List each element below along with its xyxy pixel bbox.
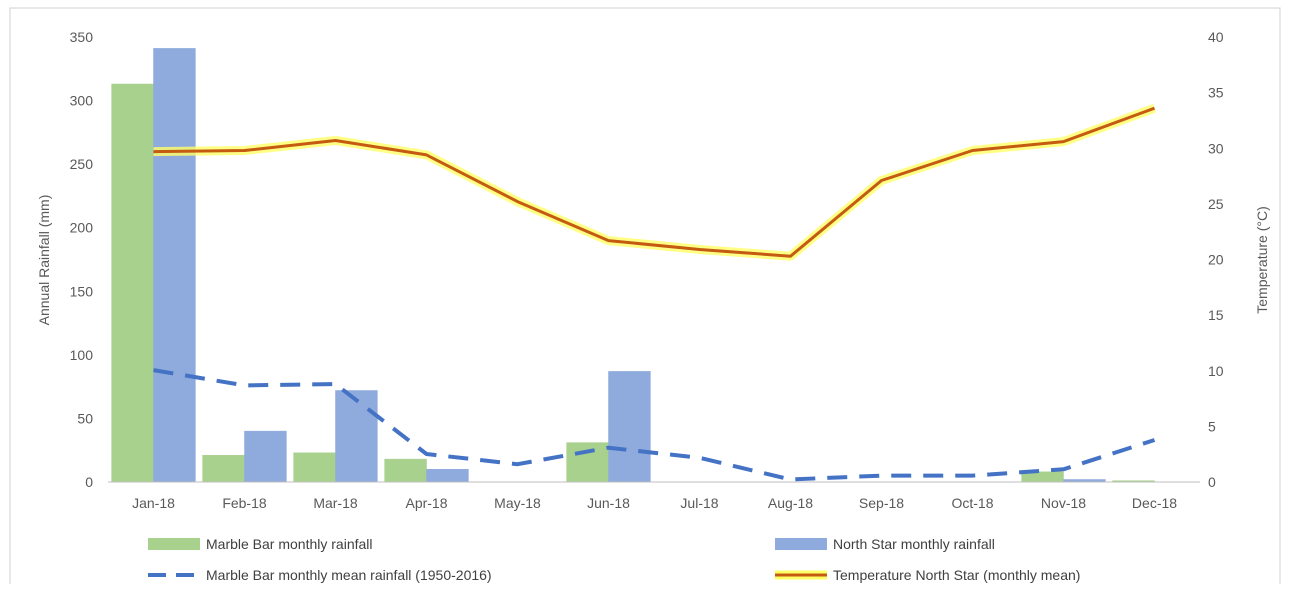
x-tick-Jan-18: Jan-18 (132, 495, 175, 511)
x-tick-Aug-18: Aug-18 (768, 495, 813, 511)
bar-marble-bar-5 (566, 442, 609, 483)
x-tick-Sep-18: Sep-18 (859, 495, 904, 511)
y-tick-left-50: 50 (77, 410, 93, 426)
legend: Marble Bar monthly rainfall North Star mo… (148, 536, 1080, 583)
bar-north-star-1 (244, 430, 287, 483)
y-tick-right-10: 10 (1208, 363, 1224, 379)
bar-marble-bar-2 (293, 452, 336, 483)
chart-area-border (9, 7, 1281, 589)
legend-swatch-1 (775, 538, 827, 550)
y-tick-right-40: 40 (1208, 29, 1224, 45)
y-tick-left-250: 250 (70, 156, 94, 172)
legend-swatch-0 (148, 538, 200, 550)
line-mean-rainfall (153, 368, 1156, 482)
y-tick-right-15: 15 (1208, 307, 1224, 323)
y-tick-right-25: 25 (1208, 196, 1224, 212)
x-tick-Jun-18: Jun-18 (587, 495, 630, 511)
bar-marble-bar-3 (384, 458, 427, 483)
lines-layer (153, 103, 1157, 482)
x-tick-May-18: May-18 (494, 495, 541, 511)
y-tick-left-150: 150 (70, 283, 94, 299)
x-tick-Feb-18: Feb-18 (222, 495, 267, 511)
line-temperature-glow (153, 103, 1157, 261)
y-tick-left-200: 200 (70, 220, 94, 236)
x-tick-Dec-18: Dec-18 (1132, 495, 1177, 511)
y-tick-right-35: 35 (1208, 85, 1224, 101)
y-tick-left-350: 350 (70, 29, 94, 45)
bars-layer (111, 48, 1155, 483)
y-axis-title-left: Annual Rainfall (mm) (36, 195, 52, 326)
bar-marble-bar-1 (202, 455, 245, 483)
left-axis-ticks: 0 50 100 150 200 250 300 350 (70, 29, 94, 490)
bar-north-star-2 (335, 390, 378, 483)
y-tick-right-20: 20 (1208, 252, 1224, 268)
y-tick-left-0: 0 (85, 474, 93, 490)
legend-label-3: Temperature North Star (monthly mean) (833, 567, 1080, 583)
bar-north-star-5 (608, 371, 651, 483)
right-axis-ticks: 0 5 10 15 20 25 30 35 40 (1208, 29, 1224, 490)
y-axis-title-right: Temperature (°C) (1254, 206, 1270, 314)
bar-north-star-0 (153, 48, 196, 483)
x-axis-ticks: Jan-18 Feb-18 Mar-18 Apr-18 May-18 Jun-18 Jul-… (132, 495, 1177, 511)
x-tick-Mar-18: Mar-18 (313, 495, 358, 511)
y-tick-left-300: 300 (70, 93, 94, 109)
y-tick-right-5: 5 (1208, 418, 1216, 434)
y-tick-right-30: 30 (1208, 140, 1224, 156)
bar-north-star-3 (426, 469, 469, 483)
y-tick-right-0: 0 (1208, 474, 1216, 490)
y-tick-left-100: 100 (70, 347, 94, 363)
x-tick-Oct-18: Oct-18 (951, 495, 993, 511)
x-tick-Jul-18: Jul-18 (680, 495, 718, 511)
x-tick-Nov-18: Nov-18 (1041, 495, 1086, 511)
x-tick-Apr-18: Apr-18 (405, 495, 447, 511)
legend-label-1: North Star monthly rainfall (833, 536, 995, 552)
line-temperature (153, 106, 1156, 258)
legend-label-2: Marble Bar monthly mean rainfall (1950-2… (206, 567, 492, 583)
bar-marble-bar-0 (111, 83, 154, 483)
legend-label-0: Marble Bar monthly rainfall (206, 536, 373, 552)
